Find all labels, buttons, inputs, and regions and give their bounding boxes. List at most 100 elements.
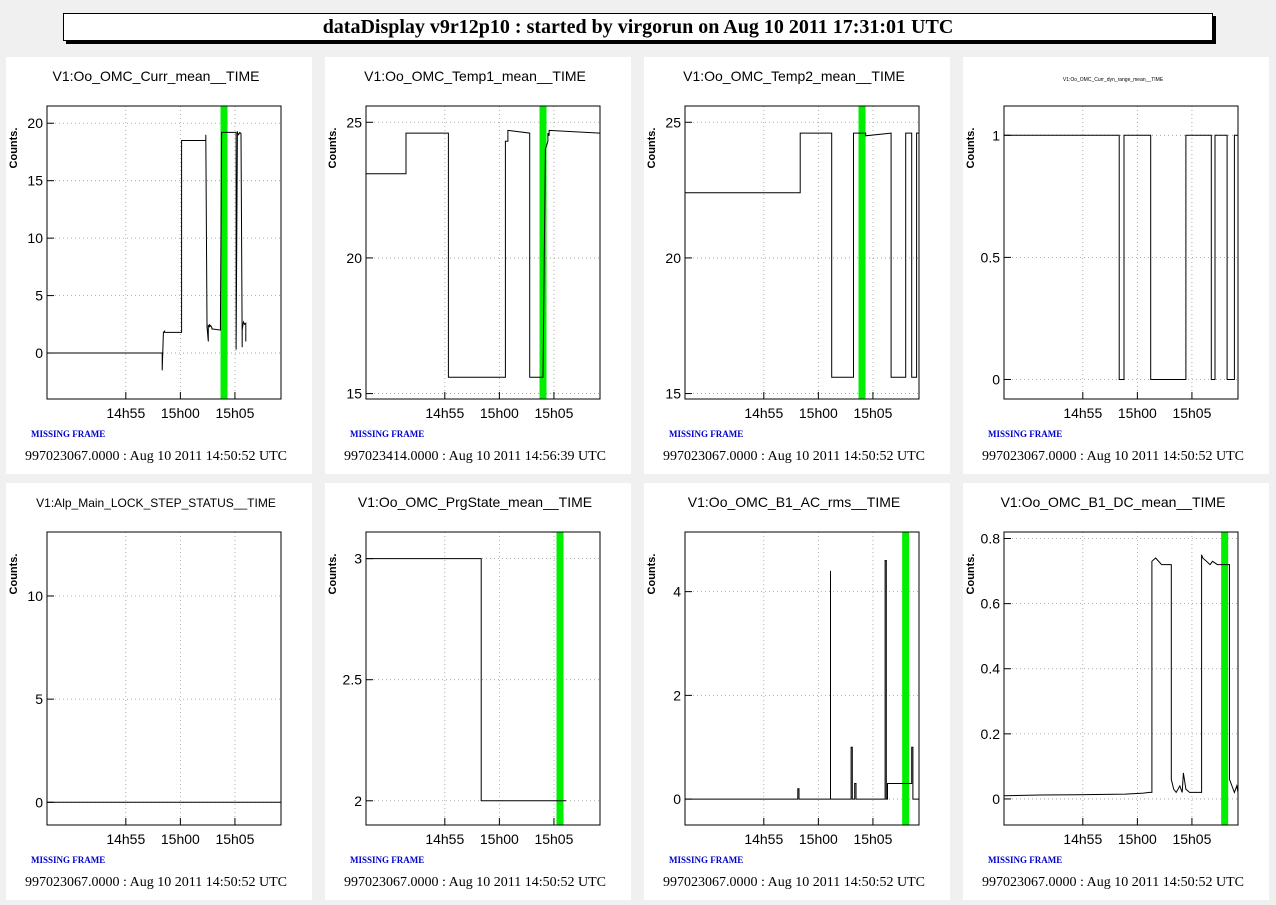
x-tick-label: 15h00 <box>1118 831 1157 847</box>
y-axis-label: Counts. <box>327 554 339 595</box>
y-tick-label: 5 <box>35 691 43 707</box>
y-tick-label: 3 <box>354 551 362 567</box>
y-axis-label: Counts. <box>965 128 977 169</box>
x-tick-label: 15h05 <box>534 405 573 421</box>
y-axis-label: Counts. <box>8 128 20 169</box>
data-series-line <box>685 560 919 800</box>
time-cursor-bar <box>539 106 547 399</box>
y-axis-label: Counts. <box>646 128 658 169</box>
chart-title: V1:Oo_OMC_Curr_dyn_range_mean__TIME <box>1063 77 1164 83</box>
chart-panel: V1:Alp_Main_LOCK_STEP_STATUS__TIME Counts… <box>6 483 312 900</box>
x-tick-label: 15h00 <box>161 405 200 421</box>
chart-panel: V1:Oo_OMC_B1_DC_mean__TIME Counts. 0 0.2 0.4… <box>963 483 1269 900</box>
y-tick-label: 25 <box>665 114 681 130</box>
y-tick-label: 0 <box>35 794 43 810</box>
y-tick-label: 20 <box>665 250 681 266</box>
y-tick-label: 0.5 <box>981 249 1001 265</box>
time-cursor-bar <box>556 532 564 825</box>
chart-panel: V1:Oo_OMC_Curr_mean__TIME Counts. 0 5 10 15 20… <box>6 57 312 474</box>
x-tick-label: 15h00 <box>480 405 519 421</box>
x-tick-label: 14h55 <box>744 831 783 847</box>
chart-title: V1:Oo_OMC_B1_AC_rms__TIME <box>688 494 900 510</box>
timestamp-footer: 997023414.0000 : Aug 10 2011 14:56:39 UT… <box>344 449 606 464</box>
page-title: dataDisplay v9r12p10 : started by virgor… <box>63 13 1213 41</box>
timestamp-footer: 997023067.0000 : Aug 10 2011 14:50:52 UT… <box>25 449 287 464</box>
missing-frame-label: MISSING FRAME <box>988 429 1062 439</box>
x-tick-label: 14h55 <box>106 831 145 847</box>
time-cursor-bar <box>1221 532 1229 825</box>
x-tick-label: 15h00 <box>799 831 838 847</box>
x-tick-label: 15h05 <box>1172 405 1211 421</box>
y-tick-label: 15 <box>665 386 681 402</box>
plot-frame <box>46 531 282 826</box>
timestamp-footer: 997023067.0000 : Aug 10 2011 14:50:52 UT… <box>25 875 287 890</box>
y-tick-label: 5 <box>35 288 43 304</box>
chart-panel: V1:Oo_OMC_Curr_dyn_range_mean__TIME Count… <box>963 57 1269 474</box>
data-series-line <box>366 129 601 378</box>
y-tick-label: 0.8 <box>981 531 1001 547</box>
plot-frame <box>365 105 601 400</box>
y-tick-label: 25 <box>346 114 362 130</box>
chart-panel: V1:Oo_OMC_PrgState_mean__TIME Counts. 2 2.5… <box>325 483 631 900</box>
plot-frame <box>1003 105 1239 400</box>
chart-panel: V1:Oo_OMC_B1_AC_rms__TIME Counts. 0 2 4 14h55… <box>644 483 950 900</box>
y-tick-label: 20 <box>27 115 43 131</box>
timestamp-footer: 997023067.0000 : Aug 10 2011 14:50:52 UT… <box>663 449 925 464</box>
time-cursor-bar <box>902 532 910 825</box>
timestamp-footer: 997023067.0000 : Aug 10 2011 14:50:52 UT… <box>344 875 606 890</box>
y-tick-label: 2.5 <box>343 672 363 688</box>
x-tick-label: 15h00 <box>161 831 200 847</box>
chart-title: V1:Alp_Main_LOCK_STEP_STATUS__TIME <box>36 496 276 510</box>
y-tick-label: 20 <box>346 250 362 266</box>
y-axis-label: Counts. <box>327 128 339 169</box>
x-tick-label: 15h05 <box>853 405 892 421</box>
plot-frame <box>365 531 601 826</box>
time-cursor-bar <box>220 106 228 399</box>
y-axis-label: Counts. <box>8 554 20 595</box>
timestamp-footer: 997023067.0000 : Aug 10 2011 14:50:52 UT… <box>982 449 1244 464</box>
plot-frame <box>1003 531 1239 826</box>
chart-panel: V1:Oo_OMC_Temp2_mean__TIME Counts. 15 20 25 1… <box>644 57 950 474</box>
x-tick-label: 15h05 <box>1172 831 1211 847</box>
chart-title: V1:Oo_OMC_PrgState_mean__TIME <box>358 494 592 510</box>
data-series-line <box>1003 554 1239 797</box>
y-axis-label: Counts. <box>965 554 977 595</box>
x-tick-label: 14h55 <box>1063 831 1102 847</box>
x-tick-label: 15h00 <box>1118 405 1157 421</box>
y-tick-label: 0 <box>673 791 681 807</box>
y-tick-label: 2 <box>673 687 681 703</box>
missing-frame-label: MISSING FRAME <box>350 429 424 439</box>
y-tick-label: 10 <box>27 588 43 604</box>
y-tick-label: 0 <box>992 791 1000 807</box>
x-tick-label: 14h55 <box>744 405 783 421</box>
plot-frame <box>46 105 282 400</box>
y-tick-label: 0 <box>35 345 43 361</box>
data-series-line <box>366 558 567 802</box>
time-cursor-bar <box>858 106 866 399</box>
x-tick-label: 15h05 <box>853 831 892 847</box>
y-axis-label: Counts. <box>646 554 658 595</box>
data-series-line <box>685 132 919 378</box>
plot-frame <box>684 105 920 400</box>
x-tick-label: 15h05 <box>215 831 254 847</box>
missing-frame-label: MISSING FRAME <box>669 855 743 865</box>
x-tick-label: 14h55 <box>1063 405 1102 421</box>
timestamp-footer: 997023067.0000 : Aug 10 2011 14:50:52 UT… <box>982 875 1244 890</box>
chart-title: V1:Oo_OMC_Temp1_mean__TIME <box>364 68 586 84</box>
y-tick-label: 0.4 <box>981 661 1001 677</box>
y-tick-label: 0 <box>992 371 1000 387</box>
missing-frame-label: MISSING FRAME <box>31 855 105 865</box>
chart-title: V1:Oo_OMC_Temp2_mean__TIME <box>683 68 905 84</box>
y-tick-label: 15 <box>27 173 43 189</box>
missing-frame-label: MISSING FRAME <box>31 429 105 439</box>
y-tick-label: 0.6 <box>981 596 1001 612</box>
plot-frame <box>684 531 920 826</box>
timestamp-footer: 997023067.0000 : Aug 10 2011 14:50:52 UT… <box>663 875 925 890</box>
chart-title: V1:Oo_OMC_Curr_mean__TIME <box>53 68 260 84</box>
missing-frame-label: MISSING FRAME <box>669 429 743 439</box>
x-tick-label: 15h05 <box>215 405 254 421</box>
chart-title: V1:Oo_OMC_B1_DC_mean__TIME <box>1001 494 1226 510</box>
y-tick-label: 15 <box>346 386 362 402</box>
x-tick-label: 15h05 <box>534 831 573 847</box>
